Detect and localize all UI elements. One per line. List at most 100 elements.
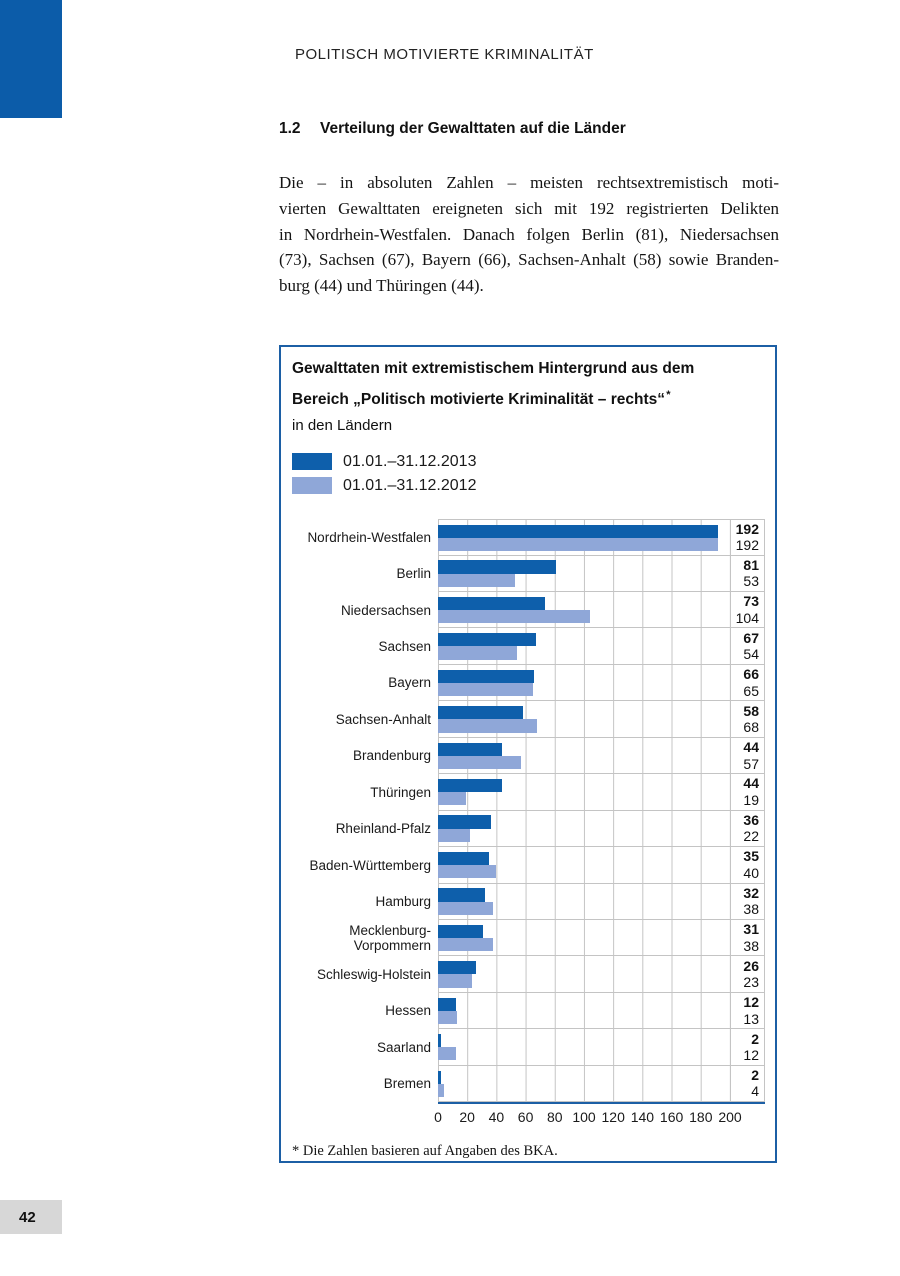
paragraph-line: vierten Gewalttaten ereigneten sich mit … [279, 198, 779, 218]
value-2012: 40 [743, 864, 759, 881]
row-values: 26 23 [730, 956, 765, 993]
chart-row: Brandenburg 44 57 [281, 737, 775, 775]
chart-footnote: * Die Zahlen basieren auf Angaben des BK… [292, 1143, 558, 1160]
bar-2013 [438, 1070, 441, 1084]
row-label: Sachsen [378, 638, 431, 654]
bar-2012 [438, 682, 533, 697]
row-plot [438, 919, 730, 957]
row-label: Berlin [396, 566, 431, 582]
x-axis: 0 20 40 60 80 100 120 140 160 180 200 [434, 1104, 742, 1126]
row-plot [438, 883, 730, 920]
row-values: 73 104 [730, 592, 765, 629]
chart-title: Gewalttaten mit extremistischem Hintergr… [292, 356, 763, 439]
value-2013: 81 [743, 556, 759, 573]
bar-chart-rows: Nordrhein-Westfalen 192 192 Berlin 81 53 Niede… [281, 519, 775, 1103]
row-values: 12 13 [730, 992, 765, 1030]
value-2013: 35 [743, 848, 759, 865]
row-label: Mecklenburg-Vorpommern [349, 922, 431, 954]
bar-2013 [438, 779, 503, 793]
value-2012: 54 [743, 646, 759, 663]
chart-row: Schleswig-Holstein 26 23 [281, 956, 775, 993]
page-number-box: 42 [0, 1200, 62, 1234]
row-values: 44 19 [730, 774, 765, 811]
value-2012: 23 [743, 974, 759, 991]
row-plot [438, 847, 730, 884]
row-plot [438, 628, 730, 665]
bar-2013 [438, 633, 536, 647]
bar-2012 [438, 573, 516, 587]
bar-2013 [438, 888, 485, 902]
bar-2013 [438, 1034, 441, 1048]
legend-item: 01.01.–31.12.2013 [292, 453, 775, 471]
value-2013: 26 [743, 957, 759, 974]
bar-2012 [438, 792, 466, 806]
section-heading: 1.2 Verteilung der Gewalttaten auf die Lä… [279, 120, 626, 138]
row-plot [438, 810, 730, 848]
value-2013: 192 [735, 520, 759, 537]
value-2012: 53 [743, 573, 759, 590]
value-2012: 13 [743, 1010, 759, 1027]
section-title: Verteilung der Gewalttaten auf die Lände… [320, 120, 626, 137]
value-2012: 38 [743, 937, 759, 954]
row-label: Baden-Württemberg [309, 857, 431, 873]
body-paragraph: Die – in absoluten Zahlen – meisten rech… [279, 170, 779, 299]
x-tick-label: 60 [517, 1109, 534, 1126]
bar-2012 [438, 865, 497, 879]
row-label: Nordrhein-Westfalen [307, 529, 431, 545]
chart-row: Sachsen-Anhalt 58 68 [281, 701, 775, 738]
value-2013: 36 [743, 811, 759, 828]
row-label: Saarland [376, 1039, 431, 1055]
row-values: 36 22 [730, 810, 765, 848]
x-tick-label: 40 [488, 1109, 505, 1126]
chart-row: Nordrhein-Westfalen 192 192 [281, 519, 775, 556]
bar-2012 [438, 646, 517, 660]
bar-2012 [438, 828, 471, 842]
value-2012: 38 [743, 901, 759, 918]
bar-2013 [438, 524, 719, 539]
x-tick-label: 160 [659, 1109, 684, 1126]
corner-accent-bar [0, 0, 62, 118]
value-2012: 19 [743, 791, 759, 808]
value-2013: 58 [743, 702, 759, 719]
paragraph-line: (73), Sachsen (67), Bayern (66), Sachsen… [279, 250, 779, 270]
row-values: 81 53 [730, 555, 765, 593]
value-2012: 192 [735, 537, 759, 554]
bar-2013 [438, 669, 535, 683]
x-tick-label: 140 [630, 1109, 655, 1126]
row-values: 32 38 [730, 883, 765, 920]
legend: 01.01.–31.12.2013 01.01.–31.12.2012 [292, 453, 775, 495]
paragraph-line: burg (44) und Thüringen (44). [279, 276, 484, 296]
row-label: Niedersachsen [340, 602, 431, 618]
row-plot [438, 992, 730, 1030]
chart-row: Hamburg 32 38 [281, 883, 775, 920]
row-label: Hamburg [375, 894, 431, 909]
bar-2012 [438, 755, 522, 769]
value-2012: 22 [743, 828, 759, 845]
chart-panel: Gewalttaten mit extremistischem Hintergr… [279, 345, 777, 1163]
row-values: 35 40 [730, 847, 765, 884]
chart-row: Niedersachsen 73 104 [281, 592, 775, 629]
row-plot [438, 701, 730, 738]
bar-2012 [438, 901, 494, 915]
paragraph-line: in Nordrhein-Westfalen. Danach folgen Be… [279, 224, 779, 244]
value-2013: 44 [743, 775, 759, 792]
value-2013: 2 [751, 1066, 759, 1083]
row-plot [438, 1065, 730, 1103]
bar-2013 [438, 560, 557, 574]
bar-2012 [438, 937, 494, 952]
bar-2012 [438, 610, 590, 624]
row-label: Thüringen [370, 784, 431, 800]
value-2013: 66 [743, 666, 759, 683]
x-tick-label: 180 [689, 1109, 713, 1126]
row-label: Brandenburg [352, 748, 431, 764]
row-values: 44 57 [730, 737, 765, 775]
bar-2012 [438, 1083, 444, 1097]
bar-2012 [438, 1010, 457, 1025]
bar-2013 [438, 742, 503, 756]
bar-2012 [438, 538, 719, 552]
row-label: Rheinland-Pfalz [335, 821, 431, 837]
chart-row: Mecklenburg-Vorpommern 31 38 [281, 919, 775, 957]
row-plot [438, 555, 730, 593]
